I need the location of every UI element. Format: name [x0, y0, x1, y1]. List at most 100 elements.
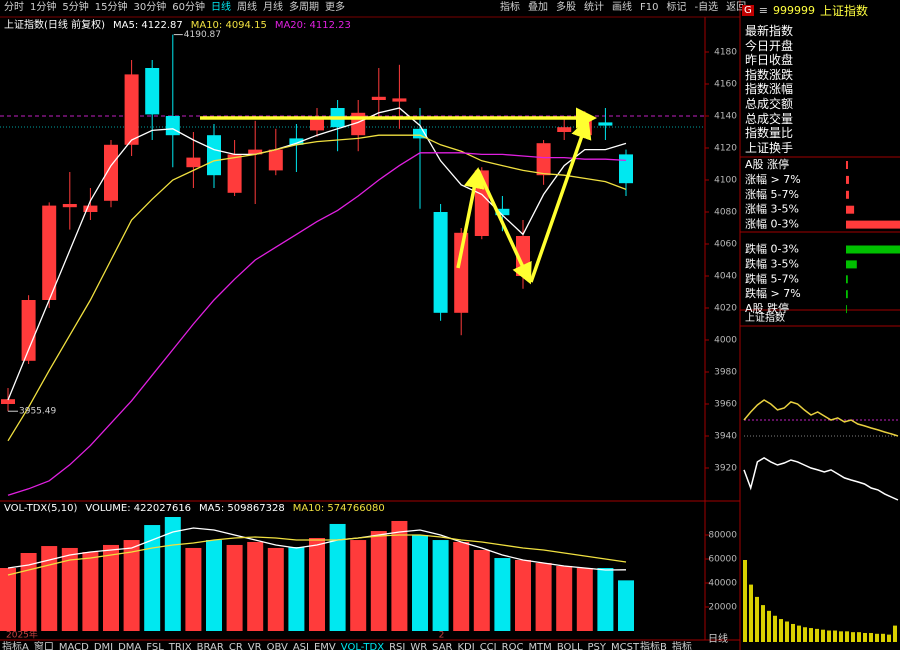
- candle-body: [83, 205, 98, 212]
- legend-entry: MA10: 4094.15: [191, 20, 267, 31]
- candle-body: [392, 98, 407, 102]
- period-tab[interactable]: 60分钟: [172, 2, 205, 13]
- period-tab[interactable]: 周线: [236, 2, 257, 13]
- indicator-tab[interactable]: EMV: [313, 642, 336, 650]
- period-tab[interactable]: 更多: [324, 2, 345, 13]
- chart-title: 上证指数(日线 前复权): [4, 18, 105, 31]
- tool-button[interactable]: 叠加: [528, 2, 548, 13]
- volume-bar: [535, 562, 552, 631]
- indicator-tab[interactable]: MTM: [528, 642, 552, 650]
- mini-volume-bar: [863, 632, 867, 642]
- indicator-tab[interactable]: BRAR: [196, 642, 224, 650]
- volume-bar: [247, 541, 264, 631]
- volume-bar: [515, 559, 531, 631]
- breadth-label: 涨幅 3-5%: [745, 203, 799, 216]
- indicator-tabs: 指标A 窗口 MACD DMI DMA FSL TRIX BRAR CR VR OBV ASI EMV V…: [2, 641, 639, 650]
- tool-button[interactable]: 返回: [726, 2, 747, 13]
- indicator-tab[interactable]: 指标A: [2, 642, 29, 650]
- candle-body: [536, 143, 551, 176]
- breadth-label: 跌幅 0-3%: [745, 242, 799, 256]
- volume-bar: [618, 580, 634, 631]
- period-toolbar: 分时 1分钟 5分钟 15分钟 30分钟 60分钟 日线 周线 月线 多周期 更多: [4, 1, 345, 15]
- mini-volume-bar: [773, 615, 777, 642]
- period-tab[interactable]: 5分钟: [62, 2, 89, 13]
- period-tab[interactable]: 30分钟: [133, 2, 167, 13]
- volume-bar: [494, 558, 511, 631]
- y-tick-label: 4160: [714, 80, 737, 90]
- quote-field: 今日开盘: [745, 38, 794, 53]
- indicator-tab[interactable]: TRIX: [168, 642, 192, 650]
- quote-field: 最新指数: [745, 24, 794, 38]
- indicator-tab[interactable]: RSI: [389, 642, 406, 650]
- indicator-tab[interactable]: 窗口: [33, 642, 54, 650]
- indicator-tab[interactable]: WR: [410, 642, 428, 650]
- volume-bar: [144, 525, 161, 631]
- indicator-tab[interactable]: 指标: [671, 642, 692, 650]
- volume-bar: [370, 531, 387, 631]
- indicator-tab[interactable]: ROC: [501, 642, 524, 650]
- breadth-bar: [846, 220, 900, 229]
- indicator-tab[interactable]: MCST: [611, 642, 640, 650]
- y-tick-label: 4140: [714, 112, 737, 122]
- tool-button[interactable]: 多股: [556, 2, 576, 13]
- volume-bar: [206, 540, 222, 631]
- legend-entry: MA5: 509867328: [199, 503, 285, 514]
- candle-body: [1, 399, 15, 404]
- indicator-tabs-right: 指标B 指标: [640, 641, 692, 650]
- indicator-tab[interactable]: DMA: [118, 642, 142, 650]
- tool-button[interactable]: 统计: [584, 2, 604, 13]
- indicator-tab[interactable]: 指标B: [640, 642, 667, 650]
- y-tick-label: 4100: [714, 176, 737, 186]
- volume-bar: [329, 523, 346, 631]
- candle-body: [207, 135, 221, 176]
- indicator-tab[interactable]: VR: [247, 642, 262, 650]
- stock-name: 上证指数: [819, 4, 868, 18]
- tool-button[interactable]: 画线: [612, 2, 632, 13]
- indicator-tab[interactable]: ASI: [292, 642, 309, 650]
- high-label: 4190.87: [184, 30, 221, 40]
- mini-volume-bar: [809, 628, 813, 642]
- indicator-tab[interactable]: CR: [228, 642, 243, 650]
- indicator-tab[interactable]: CCI: [479, 642, 497, 650]
- candle-body: [371, 96, 386, 100]
- tool-toolbar: 指标 叠加 多股 统计 画线 F10 标记 -自选 返回: [500, 1, 746, 15]
- volume-bar: [597, 568, 614, 631]
- y-tick-label: 3920: [714, 464, 737, 474]
- indicator-tab[interactable]: PSY: [587, 642, 607, 650]
- breadth-label: 跌幅 > 7%: [745, 286, 801, 300]
- period-tab[interactable]: 月线: [262, 2, 283, 13]
- menu-icon[interactable]: ≡: [758, 4, 768, 17]
- tool-button[interactable]: 标记: [666, 2, 687, 13]
- period-tab[interactable]: 1分钟: [30, 2, 57, 13]
- breadth-label: A股 跌停: [745, 301, 789, 315]
- legend-entry: MA20: 4112.23: [275, 20, 351, 31]
- breadth-bar: [846, 290, 848, 299]
- candle-body: [557, 127, 572, 132]
- breadth-label: A股 涨停: [745, 157, 789, 171]
- indicator-tab[interactable]: OBV: [266, 642, 288, 650]
- tool-button[interactable]: 指标: [500, 2, 520, 13]
- arrow: [476, 169, 532, 285]
- period-tab[interactable]: 日线: [708, 634, 728, 645]
- period-tab[interactable]: 日线: [210, 2, 231, 13]
- indicator-tab[interactable]: BOLL: [556, 642, 583, 650]
- volume-bar: [412, 535, 428, 631]
- indicator-tab[interactable]: DMI: [93, 642, 114, 650]
- volume-bar: [41, 546, 58, 631]
- mini-volume-bar: [767, 610, 771, 642]
- y-tick-label: 4040: [714, 272, 737, 282]
- period-tab[interactable]: 多周期: [288, 2, 319, 13]
- breadth-bar: [846, 275, 848, 284]
- quote-field: 总成交额: [745, 96, 794, 111]
- tool-button[interactable]: -自选: [694, 2, 719, 13]
- indicator-tab[interactable]: MACD: [58, 642, 89, 650]
- indicator-tab[interactable]: VOL-TDX: [340, 642, 385, 650]
- ma-line: [7, 152, 627, 496]
- indicator-tab[interactable]: KDJ: [457, 642, 475, 650]
- indicator-tab[interactable]: FSL: [146, 642, 164, 650]
- breadth-label: 跌幅 3-5%: [745, 256, 799, 270]
- period-tab[interactable]: 分时: [4, 2, 24, 13]
- indicator-tab[interactable]: SAR: [432, 642, 453, 650]
- period-tab[interactable]: 15分钟: [94, 2, 128, 13]
- tool-button[interactable]: F10: [640, 2, 659, 13]
